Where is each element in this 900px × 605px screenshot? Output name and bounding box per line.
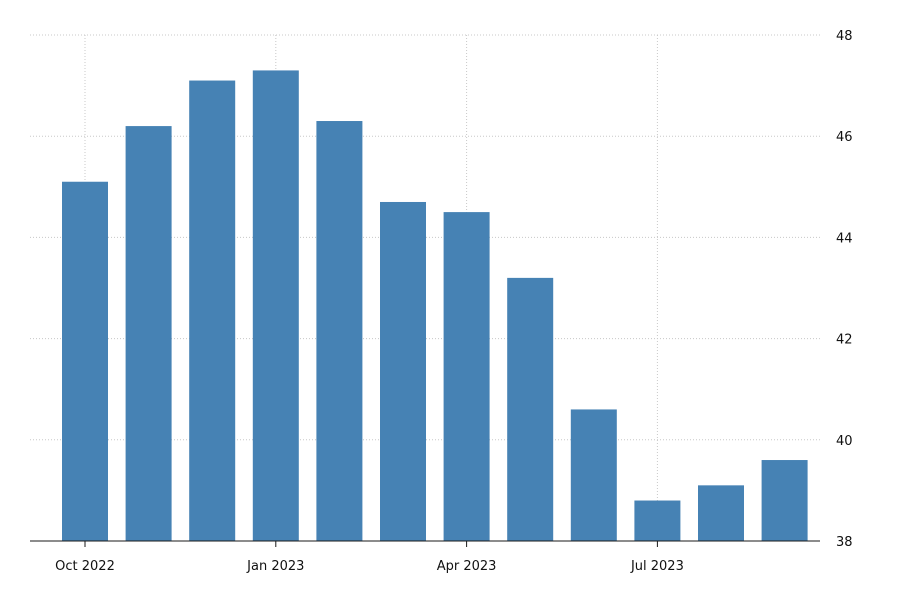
y-tick-label: 38 (836, 535, 853, 550)
bars (62, 70, 808, 542)
bar-mar-2023 (380, 201, 426, 542)
y-tick-label: 44 (836, 231, 853, 246)
bar-nov-2022 (125, 126, 172, 541)
bar-sep-2023 (761, 460, 808, 541)
bar-aug-2023 (698, 485, 744, 541)
x-tick-label: Jan 2023 (246, 559, 304, 574)
bar-apr-2023 (443, 212, 490, 541)
bar-jul-2023 (634, 500, 681, 541)
bar-jan-2023 (252, 70, 299, 542)
y-tick-label: 40 (836, 434, 853, 449)
x-tick-label: Apr 2023 (437, 559, 497, 574)
x-axis-ticks: Oct 2022 Jan 2023 Apr 2023 Jul 2023 (55, 541, 684, 574)
x-tick-label: Jul 2023 (630, 559, 684, 574)
y-axis-ticks: 38 40 42 44 46 48 (836, 29, 853, 550)
bar-may-2023 (507, 277, 554, 541)
bar-dec-2022 (189, 80, 236, 541)
bar-oct-2022 (62, 181, 108, 542)
x-tick-label: Oct 2022 (55, 559, 115, 574)
y-tick-label: 42 (836, 333, 853, 348)
bar-feb-2023 (316, 121, 363, 542)
bar-jun-2023 (570, 409, 617, 541)
y-tick-label: 46 (836, 130, 853, 145)
y-tick-label: 48 (836, 29, 853, 44)
